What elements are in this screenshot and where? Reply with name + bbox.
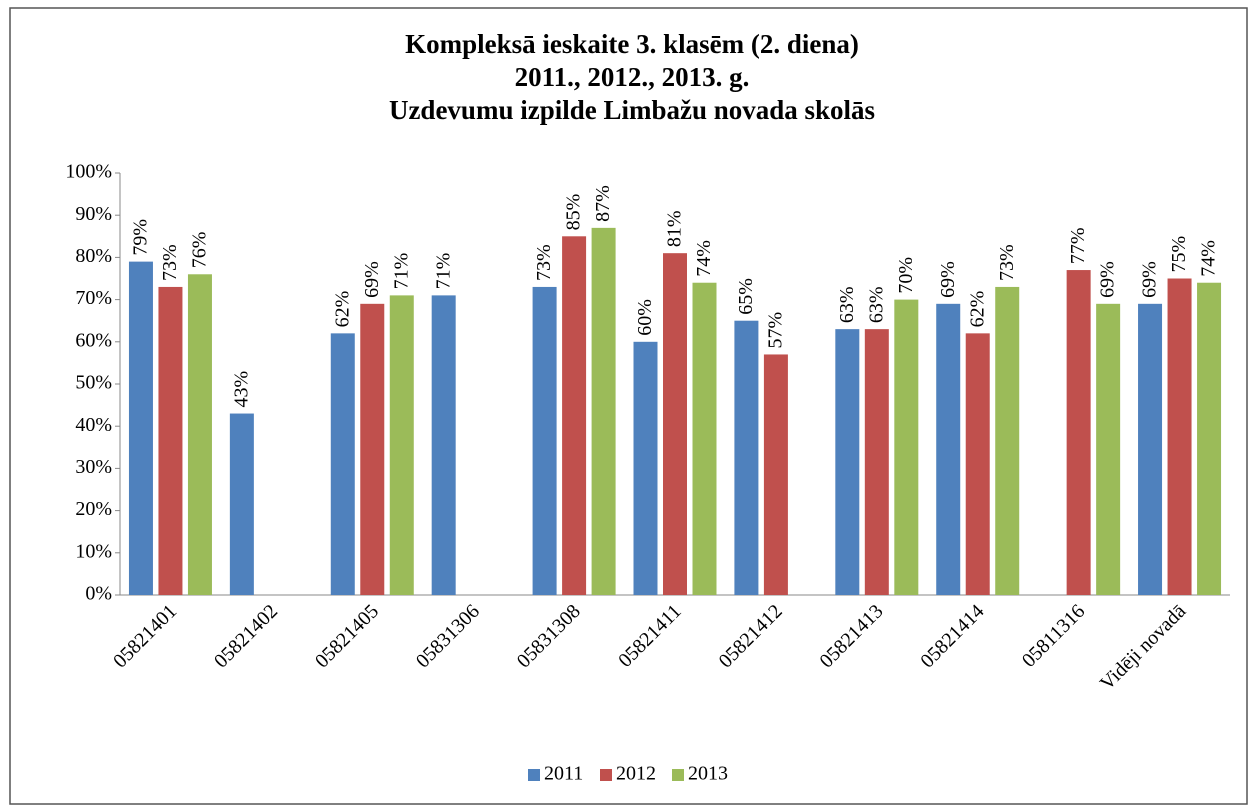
value-label: 71% (390, 253, 412, 290)
bar (229, 413, 254, 595)
legend-swatch (672, 769, 684, 781)
y-tick-label: 90% (75, 203, 112, 225)
value-label: 62% (331, 291, 353, 328)
value-label: 63% (865, 286, 887, 323)
chart-title: 2011., 2012., 2013. g. (515, 62, 750, 92)
bar (431, 295, 456, 595)
bar (995, 286, 1020, 595)
legend-label: 2012 (616, 763, 656, 785)
bar (562, 236, 587, 596)
value-label: 79% (130, 219, 152, 256)
bar (591, 227, 616, 596)
chart-title: Kompleksā ieskaite 3. klasēm (2. diena) (405, 29, 859, 59)
value-label: 69% (361, 261, 383, 298)
y-tick-label: 10% (75, 540, 112, 562)
legend-swatch (528, 769, 540, 781)
value-label: 74% (1198, 240, 1220, 277)
bar (692, 282, 717, 595)
value-label: 81% (664, 211, 686, 248)
value-label: 73% (996, 244, 1018, 281)
y-tick-label: 60% (75, 329, 112, 351)
bar (734, 320, 759, 595)
bar (330, 333, 355, 595)
y-tick-label: 100% (65, 161, 112, 183)
value-label: 43% (230, 371, 252, 408)
value-label: 87% (592, 185, 614, 222)
bar (763, 354, 788, 595)
bar (360, 303, 385, 595)
y-tick-label: 0% (85, 583, 112, 605)
y-tick-label: 80% (75, 245, 112, 267)
y-tick-label: 20% (75, 498, 112, 520)
y-tick-label: 50% (75, 372, 112, 394)
value-label: 75% (1168, 236, 1190, 273)
bar (965, 333, 990, 595)
bar (894, 299, 919, 595)
bar (835, 329, 860, 595)
value-label: 65% (735, 278, 757, 315)
y-tick-label: 70% (75, 287, 112, 309)
chart-title: Uzdevumu izpilde Limbažu novada skolās (389, 95, 875, 125)
bar (532, 286, 557, 595)
legend-swatch (600, 769, 612, 781)
value-label: 76% (189, 232, 211, 269)
bar (864, 329, 889, 595)
bar (1197, 282, 1222, 595)
value-label: 69% (1139, 261, 1161, 298)
bar (663, 253, 687, 595)
value-label: 71% (432, 253, 454, 290)
legend-label: 2013 (688, 763, 728, 785)
value-label: 57% (765, 312, 787, 349)
bar (158, 286, 183, 595)
y-tick-label: 40% (75, 414, 112, 436)
bar (187, 274, 212, 595)
bar (633, 341, 658, 595)
bar (936, 303, 961, 595)
chart-frame (9, 7, 1248, 805)
value-label: 73% (533, 244, 555, 281)
value-label: 70% (895, 257, 917, 294)
y-tick-label: 30% (75, 456, 112, 478)
legend-label: 2011 (544, 763, 583, 785)
bar (1096, 303, 1121, 595)
value-label: 85% (563, 194, 585, 231)
bar (128, 261, 153, 595)
value-label: 63% (836, 286, 858, 323)
value-label: 69% (937, 261, 959, 298)
value-label: 62% (966, 291, 988, 328)
bar (389, 295, 414, 595)
value-label: 60% (634, 299, 656, 336)
value-label: 73% (159, 244, 181, 281)
bar (1167, 278, 1192, 595)
value-label: 77% (1067, 227, 1089, 264)
value-label: 69% (1097, 261, 1119, 298)
value-label: 74% (693, 240, 715, 277)
bar (1066, 270, 1091, 595)
bar (1138, 303, 1163, 595)
